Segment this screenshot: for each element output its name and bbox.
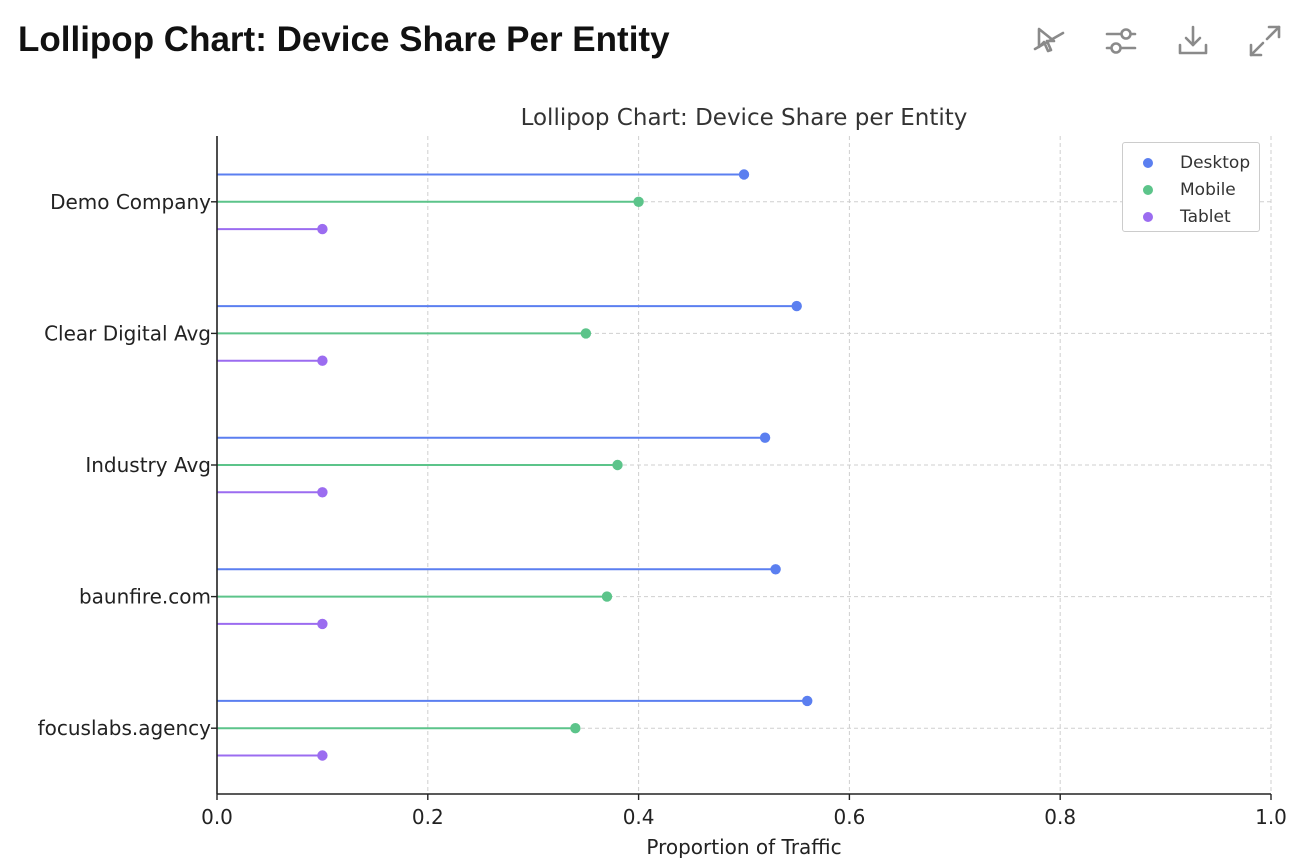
download-button[interactable] — [1168, 20, 1218, 62]
lollipop-point-mobile — [612, 459, 623, 471]
lollipop-point-desktop — [770, 564, 781, 575]
lollipop-point-tablet — [317, 355, 328, 366]
header: Lollipop Chart: Device Share Per Entity — [0, 0, 1314, 84]
cursor-off-icon — [1033, 27, 1065, 53]
x-axis-label: Proportion of Traffic — [646, 835, 841, 858]
y-tick-label: baunfire.com — [79, 585, 211, 609]
chart-container: Lollipop Chart: Device Share per Entity 0… — [0, 84, 1314, 858]
y-tick-label: focuslabs.agency — [38, 716, 212, 740]
lollipop-point-tablet — [317, 750, 328, 761]
x-tick-label: 0.8 — [1044, 805, 1076, 829]
legend-item-tablet: Tablet — [1123, 203, 1259, 230]
lollipop-point-desktop — [802, 695, 813, 707]
lollipop-point-tablet — [317, 618, 328, 630]
download-icon — [1178, 25, 1208, 55]
lollipop-point-mobile — [601, 591, 613, 602]
chart-settings-button[interactable] — [1096, 20, 1146, 62]
lollipop-chart: Lollipop Chart: Device Share per Entity 0… — [38, 105, 1287, 858]
x-tick-label: 0.4 — [623, 805, 655, 829]
legend-label: Tablet — [1180, 206, 1231, 227]
legend-marker — [1143, 211, 1153, 222]
legend-label: Mobile — [1180, 179, 1236, 200]
chart-title: Lollipop Chart: Device Share per Entity — [521, 105, 968, 131]
expand-icon — [1249, 25, 1281, 57]
lollipop-point-desktop — [791, 300, 802, 312]
legend-item-desktop: Desktop — [1123, 149, 1259, 176]
lollipop-point-desktop — [738, 169, 750, 180]
y-tick-label: Clear Digital Avg — [44, 321, 211, 345]
x-tick-label: 1.0 — [1255, 805, 1287, 829]
legend-marker — [1143, 157, 1153, 168]
x-tick-label: 0.2 — [412, 805, 444, 829]
x-tick-label: 0.6 — [833, 805, 865, 829]
page-title: Lollipop Chart: Device Share Per Entity — [18, 20, 670, 59]
lollipop-point-mobile — [570, 723, 581, 734]
legend-item-mobile: Mobile — [1123, 176, 1259, 203]
lollipop-point-tablet — [317, 223, 328, 235]
lollipop-point-desktop — [759, 432, 771, 443]
legend-marker — [1143, 184, 1153, 195]
y-tick-label: Industry Avg — [85, 453, 211, 477]
lollipop-point-mobile — [580, 328, 592, 339]
chart-legend: Desktop Mobile Tablet — [1122, 142, 1260, 232]
disable-interactive-button[interactable] — [1024, 20, 1074, 62]
lollipop-point-tablet — [317, 487, 328, 498]
lollipop-point-mobile — [633, 196, 644, 207]
expand-button[interactable] — [1240, 20, 1290, 62]
legend-label: Desktop — [1180, 152, 1251, 173]
sliders-icon — [1105, 28, 1137, 54]
x-tick-label: 0.0 — [201, 805, 233, 829]
y-tick-label: Demo Company — [50, 190, 211, 214]
chart-toolbar — [1024, 20, 1290, 62]
